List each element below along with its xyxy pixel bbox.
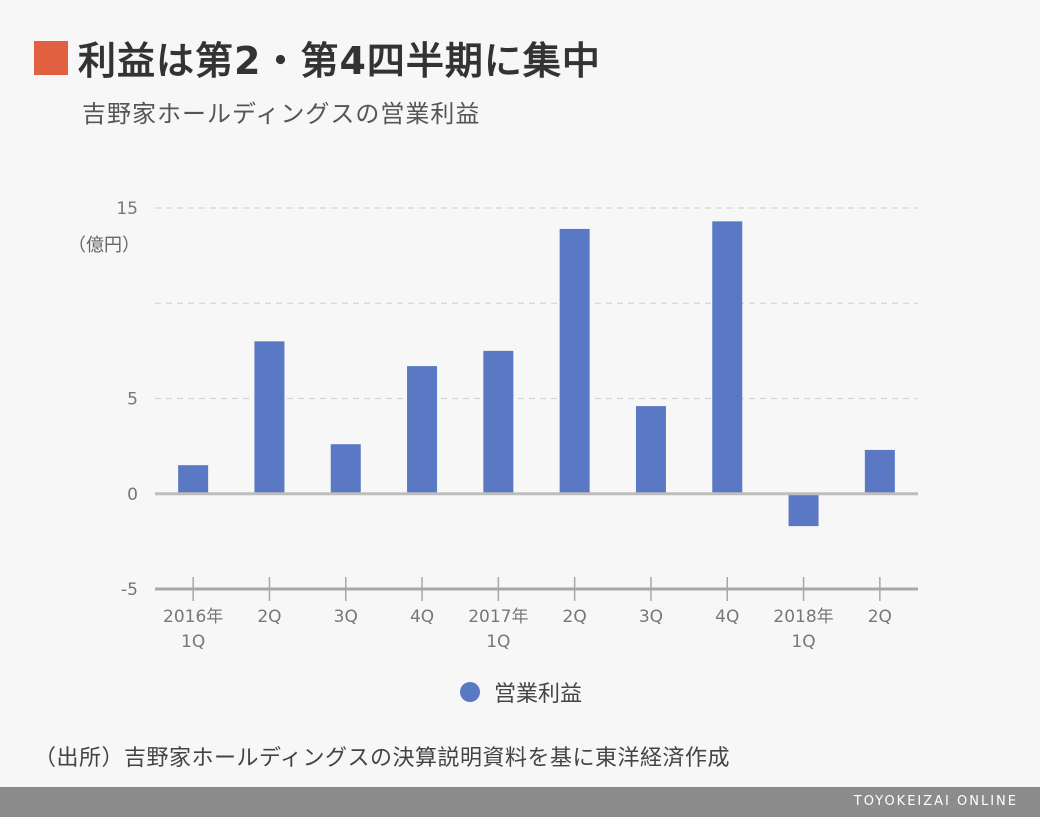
bar [712, 221, 743, 494]
chart-title: 利益は第2・第4四半期に集中 [78, 39, 601, 83]
y-tick-label: 15 [116, 199, 138, 219]
legend-marker [460, 682, 480, 702]
x-tick-label: 3Q [639, 607, 663, 627]
x-tick-label: 3Q [334, 607, 358, 627]
x-tick-label: 2Q [563, 607, 587, 627]
bar [635, 406, 666, 494]
chart-subtitle: 吉野家ホールディングスの営業利益 [82, 100, 481, 128]
title-marker-square [34, 40, 68, 75]
footer-brand: TOYOKEIZAI ONLINE [853, 794, 1018, 809]
x-tick-label: 1Q [486, 632, 510, 652]
legend-label: 営業利益 [494, 682, 583, 707]
y-tick-label: 0 [127, 485, 138, 505]
x-tick-label: 2016年 [163, 607, 223, 627]
x-tick-label: 1Q [791, 632, 815, 652]
x-tick-label: 2Q [257, 607, 281, 627]
bar [178, 465, 209, 494]
title-group: 利益は第2・第4四半期に集中 [34, 30, 601, 85]
bar [483, 350, 514, 494]
bar [559, 228, 590, 494]
x-tick-label: 2018年 [773, 607, 833, 627]
y-tick-label: -5 [121, 580, 138, 600]
y-axis-unit-label: （億円） [68, 235, 140, 256]
x-tick-label: 2017年 [468, 607, 528, 627]
x-tick-label: 4Q [410, 607, 434, 627]
source-note: （出所）吉野家ホールディングスの決算説明資料を基に東洋経済作成 [34, 746, 730, 771]
footer-bar: TOYOKEIZAI ONLINE [0, 787, 1040, 817]
x-tick-label: 4Q [715, 607, 739, 627]
bar [407, 366, 438, 494]
bar [330, 444, 361, 494]
y-tick-label: 5 [127, 390, 138, 410]
x-tick-label: 2Q [868, 607, 892, 627]
bar [254, 341, 285, 494]
x-tick-label: 1Q [181, 632, 205, 652]
legend: 営業利益 [460, 676, 582, 708]
bar [864, 449, 895, 494]
bar-chart: 15 5 0 -5 2016年 1Q 2Q 3Q 4Q 2017年 1Q 2Q 3Q 4Q 2018年 1Q 2… [116, 199, 918, 652]
bar [788, 493, 819, 527]
